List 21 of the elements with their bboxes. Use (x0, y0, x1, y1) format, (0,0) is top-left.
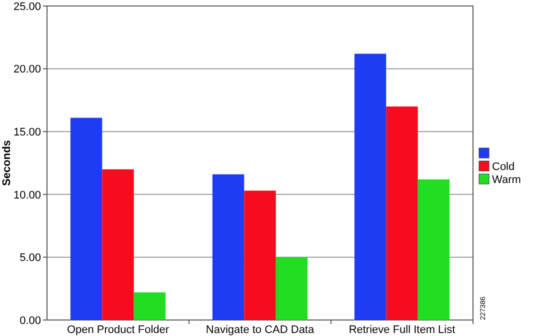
bar (70, 118, 102, 320)
y-tick-label: 20.00 (13, 64, 41, 76)
bar (212, 174, 244, 320)
x-tick-label: Open Product Folder (66, 324, 170, 336)
y-axis-title: Seconds (1, 140, 13, 186)
bar (134, 292, 166, 320)
y-tick-label: 5.00 (20, 252, 41, 264)
bar (276, 257, 308, 320)
bar (354, 54, 386, 320)
y-tick-label: 25.00 (13, 0, 41, 13)
y-tick-label: 15.00 (13, 126, 41, 138)
legend-label: Cold (492, 161, 515, 173)
y-tick-label: 0.00 (20, 314, 41, 327)
y-tick-label: 10.00 (13, 189, 41, 202)
bar (386, 106, 418, 320)
bar (418, 179, 450, 320)
bar (244, 190, 276, 320)
legend-label: Warm (492, 174, 521, 186)
x-tick-label: Navigate to CAD Data (206, 324, 315, 336)
x-tick-label: Retrieve Full Item List (348, 324, 456, 336)
bar (102, 169, 134, 320)
